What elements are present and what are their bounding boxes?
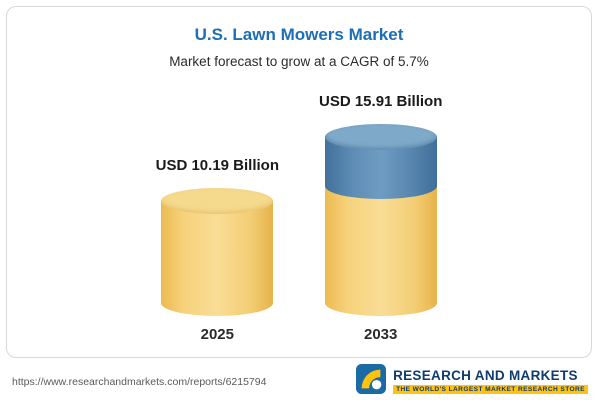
researchandmarkets-logo[interactable]: RESEARCH AND MARKETS THE WORLD'S LARGEST… (356, 364, 588, 399)
chart-header: U.S. Lawn Mowers Market Market forecast … (7, 7, 591, 69)
cylinder-2025-body (161, 201, 274, 316)
cylinder-2025 (161, 188, 274, 316)
chart-card: U.S. Lawn Mowers Market Market forecast … (6, 6, 592, 358)
cylinder-bar-chart: USD 10.19 Billion 2025 USD 15.91 Billion… (7, 93, 591, 343)
page-title: U.S. Lawn Mowers Market (194, 25, 404, 44)
value-label-2033: USD 15.91 Billion (319, 93, 443, 110)
year-label-2033: 2033 (364, 326, 398, 343)
report-url: https://www.researchandmarkets.com/repor… (12, 375, 267, 388)
researchandmarkets-logo-icon (356, 364, 387, 399)
footer: https://www.researchandmarkets.com/repor… (0, 364, 600, 399)
logo-tagline: THE WORLD'S LARGEST MARKET RESEARCH STOR… (393, 385, 588, 395)
year-label-2025: 2025 (200, 326, 234, 343)
cylinder-2033 (324, 124, 437, 316)
cylinder-2033-top (324, 124, 437, 150)
value-label-2025: USD 10.19 Billion (155, 157, 279, 174)
bar-group-2025: USD 10.19 Billion 2025 (156, 157, 279, 343)
logo-text-block: RESEARCH AND MARKETS THE WORLD'S LARGEST… (393, 367, 588, 395)
page-subtitle: Market forecast to grow at a CAGR of 5.7… (169, 54, 429, 69)
logo-name: RESEARCH AND MARKETS (393, 367, 578, 383)
cylinder-2025-top (161, 188, 274, 214)
bar-group-2033: USD 15.91 Billion 2033 (319, 93, 442, 343)
